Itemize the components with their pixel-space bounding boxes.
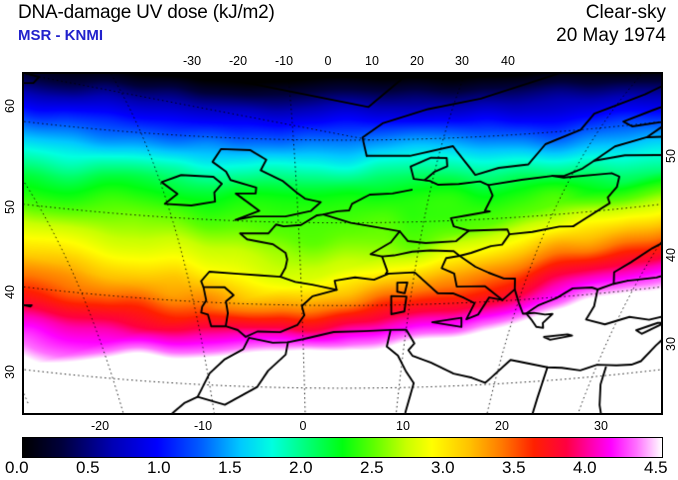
axis-tick-label: 10 bbox=[365, 54, 379, 68]
axis-tick-label: 20 bbox=[495, 419, 509, 433]
axis-tick-label: 0 bbox=[299, 419, 307, 433]
axis-tick-label: -10 bbox=[193, 419, 213, 433]
sky-condition-label: Clear-sky bbox=[585, 2, 666, 23]
axis-tick-label: 50 bbox=[2, 200, 17, 214]
axis-tick-label: 50 bbox=[663, 149, 678, 163]
axis-tick-label: 0 bbox=[324, 54, 332, 68]
map-heatmap-canvas bbox=[24, 74, 661, 413]
source-label: MSR - KNMI bbox=[18, 27, 103, 44]
colorbar-tick-label: 2.0 bbox=[289, 458, 313, 477]
axis-tick-label: -20 bbox=[90, 419, 110, 433]
colorbar-tick-label: 4.5 bbox=[644, 458, 668, 477]
uv-dose-map bbox=[22, 72, 663, 415]
colorbar-tick-label: 3.0 bbox=[431, 458, 455, 477]
colorbar-tick-label: 3.5 bbox=[502, 458, 526, 477]
axis-tick-label: 30 bbox=[455, 54, 469, 68]
colorbar-tick-label: 4.0 bbox=[573, 458, 597, 477]
page-title: DNA-damage UV dose (kJ/m2) bbox=[18, 2, 275, 23]
axis-tick-label: 30 bbox=[2, 365, 17, 379]
axis-tick-label: -10 bbox=[274, 54, 294, 68]
axis-tick-label: 40 bbox=[2, 285, 17, 299]
axis-tick-label: 60 bbox=[2, 99, 17, 113]
axis-tick-label: 40 bbox=[663, 248, 678, 262]
colorbar-tick-label: 1.0 bbox=[147, 458, 171, 477]
colorbar-tick-label: 0.0 bbox=[5, 458, 29, 477]
colorbar bbox=[22, 437, 663, 458]
axis-tick-label: -20 bbox=[228, 54, 248, 68]
colorbar-gradient bbox=[23, 438, 662, 457]
colorbar-tick-label: 0.5 bbox=[76, 458, 100, 477]
axis-tick-label: 40 bbox=[501, 54, 515, 68]
colorbar-tick-label: 2.5 bbox=[360, 458, 384, 477]
axis-tick-label: 20 bbox=[410, 54, 424, 68]
axis-tick-label: -30 bbox=[182, 54, 202, 68]
axis-tick-label: 30 bbox=[594, 419, 608, 433]
date-label: 20 May 1974 bbox=[556, 25, 666, 46]
colorbar-tick-label: 1.5 bbox=[218, 458, 242, 477]
axis-tick-label: 10 bbox=[396, 419, 410, 433]
axis-tick-label: 30 bbox=[663, 337, 678, 351]
